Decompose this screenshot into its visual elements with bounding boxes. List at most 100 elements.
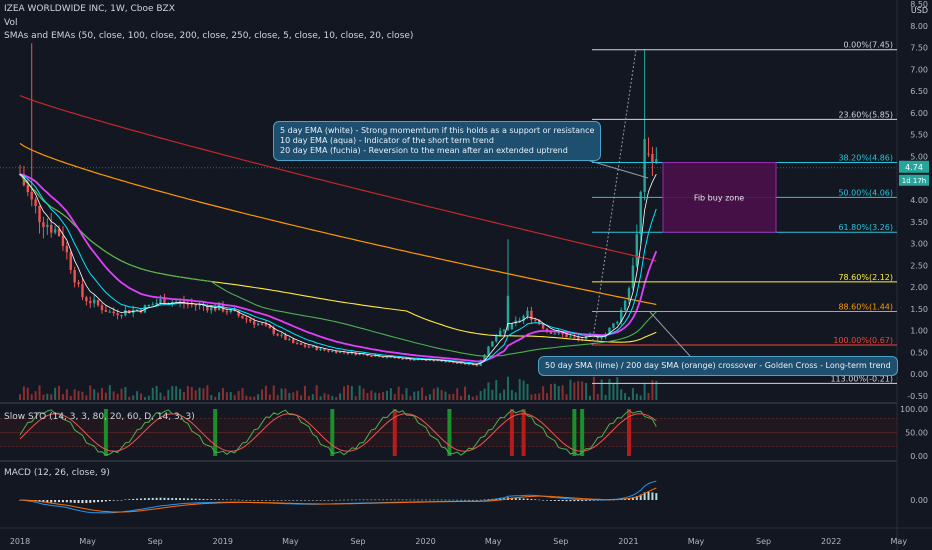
macd-histogram-bar [553, 500, 556, 501]
candle-body [30, 192, 33, 200]
fib-buy-zone [662, 162, 777, 233]
candle-body [128, 310, 131, 314]
macd-histogram-bar [128, 499, 131, 500]
macd-histogram-bar [120, 499, 123, 501]
volume-bar [42, 394, 45, 400]
volume-bar [631, 388, 634, 400]
volume-bar [561, 385, 564, 400]
candle-body [292, 339, 295, 344]
volume-bar [50, 394, 53, 400]
volume-bar [303, 385, 306, 400]
volume-bar [120, 388, 123, 400]
candle-body [362, 353, 365, 355]
macd-histogram-bar [245, 500, 248, 501]
macd-histogram-bar [73, 500, 76, 503]
macd-histogram-bar [307, 500, 310, 501]
candle-body [577, 337, 580, 340]
volume-bar [393, 393, 396, 400]
price-tick: 2.00 [910, 283, 928, 292]
volume-bar [140, 393, 143, 400]
stoch-signal-bar [509, 409, 514, 456]
fib-level-label: 50.00%(4.06) [838, 188, 893, 197]
macd-histogram-bar [487, 499, 490, 500]
volume-bar [471, 396, 474, 400]
macd-histogram-bar [233, 499, 236, 501]
volume-bar [553, 383, 556, 400]
candle-body [522, 315, 525, 321]
macd-histogram-bar [108, 500, 111, 501]
candle-body [553, 333, 557, 335]
candle-body [502, 329, 506, 331]
callout-pointer [649, 311, 691, 357]
sma-200-line [19, 142, 657, 306]
volume-bar [97, 392, 100, 400]
candle-body [627, 288, 631, 301]
candle-body [264, 324, 268, 326]
volume-bar [440, 389, 443, 400]
volume-bar [479, 391, 482, 400]
stoch-signal-bar [627, 409, 631, 456]
volume-bar [210, 394, 213, 400]
macd-histogram-bar [499, 498, 502, 500]
macd-histogram-bar [651, 492, 654, 500]
candle-body [53, 229, 57, 233]
volume-bar [608, 379, 611, 400]
volume-bar [596, 394, 599, 400]
candle-body [92, 299, 96, 304]
candle-body [124, 310, 127, 316]
sma-50-line [19, 173, 657, 357]
macd-histogram-bar [253, 500, 256, 501]
volume-bar [61, 394, 64, 400]
volume-bar [175, 386, 178, 400]
volume-bar [385, 390, 388, 400]
macd-histogram-bar [46, 500, 49, 503]
macd-histogram-bar [194, 498, 197, 500]
candle-body [206, 306, 209, 311]
currency-label: USD [911, 6, 928, 15]
macd-histogram-bar [69, 500, 72, 503]
volume-bar [339, 393, 342, 400]
volume-bar [108, 385, 111, 400]
macd-histogram-bar [136, 498, 139, 500]
macd-histogram-bar [327, 500, 330, 501]
macd-histogram-bar [448, 499, 451, 501]
macd-histogram-bar [116, 500, 119, 501]
candle-body [374, 355, 377, 357]
volume-bar [182, 392, 185, 400]
candle-body [561, 332, 564, 335]
stoch-tick: 50.00 [905, 429, 928, 438]
volume-bar [565, 394, 568, 400]
volume-bar [179, 388, 182, 400]
macd-histogram-bar [608, 500, 611, 501]
volume-bar [542, 386, 545, 400]
macd-histogram-bar [89, 500, 92, 503]
macd-histogram-bar [655, 493, 658, 500]
volume-bar [382, 392, 385, 400]
macd-histogram-bar [440, 499, 443, 501]
volume-bar [546, 393, 549, 400]
volume-bar [206, 385, 209, 400]
volume-bar [612, 383, 615, 400]
macd-histogram-bar [198, 498, 201, 500]
stoch-signal-bar [213, 409, 218, 456]
candle-body [346, 352, 350, 354]
macd-histogram-bar [218, 499, 221, 500]
macd-histogram-bar [592, 500, 595, 501]
time-tick: 2021 [618, 537, 638, 546]
macd-histogram-bar [143, 498, 146, 500]
macd-histogram-bar [389, 499, 392, 501]
volume-bar [30, 394, 33, 400]
volume-bar [592, 376, 595, 400]
candle-body [272, 328, 275, 334]
volume-bar [264, 385, 267, 400]
candle-body [323, 348, 326, 351]
candle-body [96, 299, 100, 306]
candle-body [155, 302, 158, 305]
candle-body [424, 359, 428, 361]
macd-histogram-bar [452, 499, 455, 501]
candle-body [397, 357, 400, 359]
macd-histogram-bar [401, 499, 404, 501]
volume-bar [343, 386, 346, 400]
candle-body [135, 309, 139, 311]
